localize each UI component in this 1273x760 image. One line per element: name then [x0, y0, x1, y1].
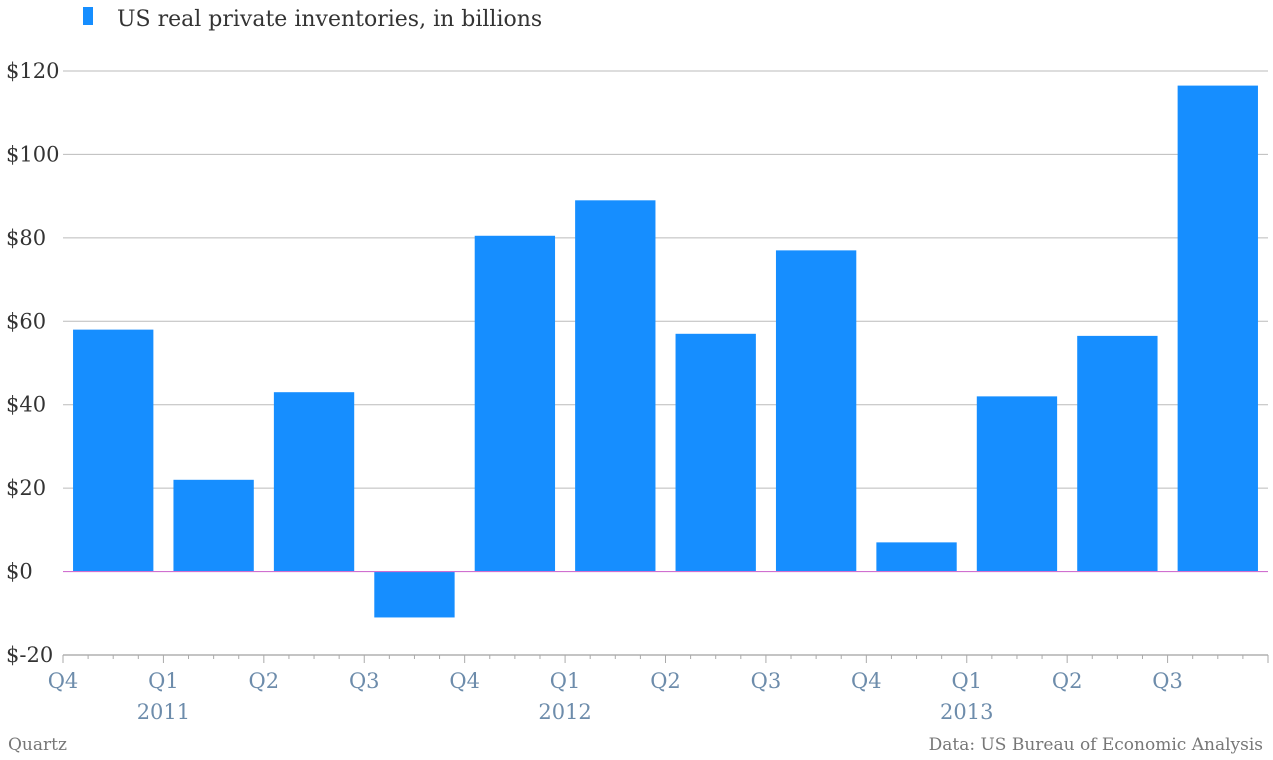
y-tick-label: $0 — [6, 560, 33, 584]
bar — [675, 333, 756, 572]
year-label: 2012 — [538, 700, 591, 724]
source-left: Quartz — [8, 735, 67, 755]
y-tick-label: $120 — [6, 59, 59, 83]
footer: Quartz Data: US Bureau of Economic Analy… — [8, 735, 1263, 755]
y-axis-tick-labels: $-20 $0 $20 $40 $60 $80 $100 $120 — [6, 59, 59, 667]
x-tick-label: Q3 — [349, 669, 380, 693]
bar — [1177, 85, 1258, 572]
year-label: 2013 — [940, 700, 993, 724]
legend-label: US real private inventories, in billions — [117, 7, 542, 32]
x-tick-label: Q3 — [751, 669, 782, 693]
year-label: 2011 — [137, 700, 190, 724]
bar — [976, 396, 1058, 572]
bar — [273, 392, 355, 572]
bar — [876, 542, 957, 572]
x-tick-label: Q2 — [650, 669, 681, 693]
bar — [1077, 335, 1158, 572]
x-tick-label: Q1 — [951, 669, 982, 693]
y-tick-label: $20 — [6, 476, 46, 500]
bar — [173, 479, 254, 572]
x-tick-label: Q1 — [550, 669, 581, 693]
x-tick-label: Q1 — [148, 669, 179, 693]
x-axis — [62, 654, 1269, 663]
y-tick-label: $40 — [6, 393, 46, 417]
x-tick-label: Q4 — [851, 669, 882, 693]
bar — [73, 329, 154, 572]
x-tick-label: Q4 — [449, 669, 480, 693]
source-right: Data: US Bureau of Economic Analysis — [929, 735, 1263, 755]
y-tick-label: $100 — [6, 142, 59, 166]
x-tick-label: Q3 — [1152, 669, 1183, 693]
bar — [374, 571, 455, 618]
x-tick-label: Q2 — [249, 669, 280, 693]
y-tick-label: $80 — [6, 226, 46, 250]
y-tick-label: $-20 — [6, 643, 53, 667]
y-tick-label: $60 — [6, 309, 46, 333]
bar — [474, 235, 556, 572]
x-tick-label: Q4 — [48, 669, 79, 693]
gridlines — [63, 70, 1268, 489]
x-tick-label: Q2 — [1052, 669, 1083, 693]
bars — [73, 85, 1258, 618]
bar — [575, 200, 656, 572]
legend-swatch — [83, 7, 93, 25]
x-axis-tick-labels: Q4 Q1 Q2 Q3 Q4 Q1 Q2 Q3 Q4 Q1 Q2 Q3 — [48, 669, 1183, 693]
legend: US real private inventories, in billions — [83, 7, 542, 32]
bar — [775, 250, 857, 572]
x-axis-year-labels: 2011 2012 2013 — [137, 700, 994, 724]
